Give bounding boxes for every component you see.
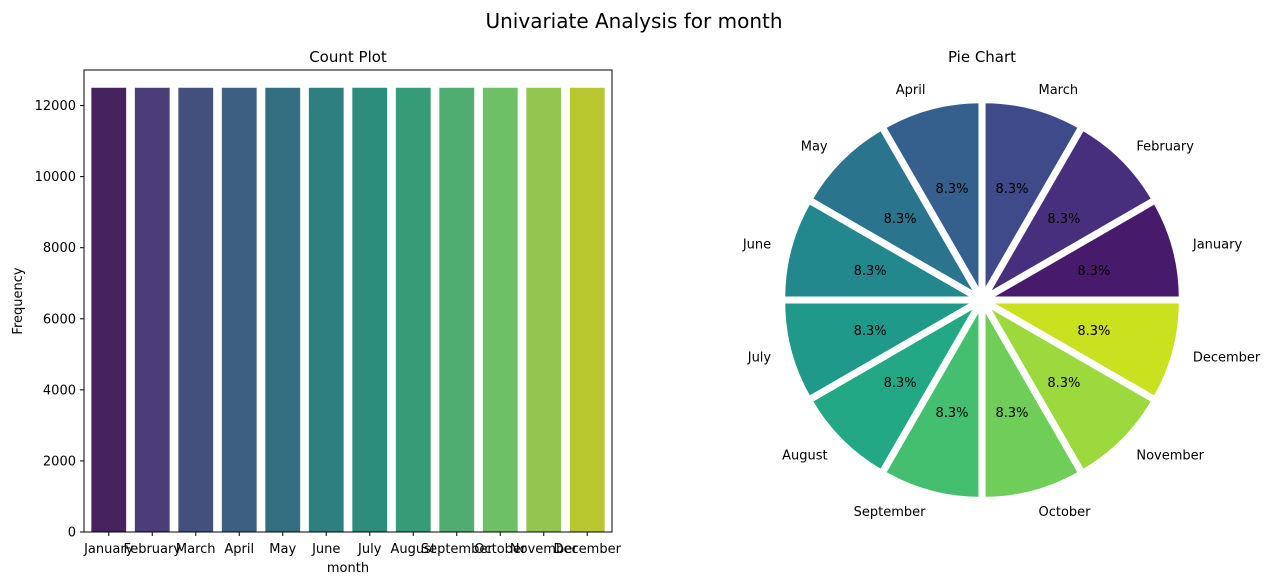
bar-july bbox=[352, 87, 388, 533]
x-tick-label: June bbox=[311, 542, 340, 557]
y-tick-label: 0 bbox=[68, 526, 76, 541]
slice-percent-label: 8.3% bbox=[1047, 212, 1080, 227]
slice-december bbox=[980, 299, 1183, 401]
slice-category-label: May bbox=[801, 140, 828, 155]
bar-september bbox=[439, 87, 475, 533]
x-tick-label: September bbox=[421, 542, 494, 557]
y-axis-ticks: 0 2000 4000 6000 8000 10000 12000 bbox=[35, 99, 84, 541]
bar-may bbox=[265, 87, 301, 533]
x-tick-label: October bbox=[474, 542, 527, 557]
plot-frame bbox=[83, 69, 613, 533]
slice-june bbox=[781, 199, 984, 301]
slice-category-label: October bbox=[1039, 505, 1092, 520]
pie-chart-panel: Pie Chart 8.3% January 8.3% February 8.3% Mar… bbox=[742, 48, 1261, 520]
count-plot-panel: Count Plot 0 2000 4000 6000 8000 10000 12000 J… bbox=[11, 48, 622, 576]
slice-percent-label: 8.3% bbox=[995, 182, 1028, 197]
count-plot-title: Count Plot bbox=[309, 48, 387, 66]
x-tick-label: December bbox=[554, 542, 622, 557]
slice-july bbox=[781, 299, 984, 401]
bar-august bbox=[395, 87, 431, 533]
x-tick-label: November bbox=[510, 542, 578, 557]
bar-january bbox=[91, 87, 127, 533]
x-tick-label: April bbox=[224, 542, 254, 557]
slice-march bbox=[981, 99, 1083, 302]
y-tick-label: 8000 bbox=[43, 241, 76, 256]
x-tick-label: January bbox=[83, 542, 134, 557]
figure-title: Univariate Analysis for month bbox=[485, 9, 782, 33]
slice-category-label: April bbox=[896, 83, 926, 98]
x-tick-label: August bbox=[391, 542, 437, 557]
slice-category-label: June bbox=[742, 238, 771, 253]
bar-december bbox=[569, 87, 605, 533]
slice-category-label: November bbox=[1136, 448, 1204, 463]
bar-march bbox=[178, 87, 214, 533]
bar-february bbox=[134, 87, 170, 533]
bar-april bbox=[221, 87, 257, 533]
slice-february bbox=[980, 125, 1157, 302]
slice-percent-label: 8.3% bbox=[936, 182, 969, 197]
slice-percent-label: 8.3% bbox=[884, 376, 917, 391]
x-tick-label: July bbox=[357, 542, 382, 557]
slice-percent-label: 8.3% bbox=[854, 264, 887, 279]
slice-percent-label: 8.3% bbox=[995, 406, 1028, 421]
slice-percent-label: 8.3% bbox=[854, 324, 887, 339]
pie-chart-title: Pie Chart bbox=[948, 48, 1016, 66]
slice-percent-label: 8.3% bbox=[1077, 264, 1110, 279]
y-tick-label: 10000 bbox=[35, 170, 76, 185]
slice-april bbox=[881, 99, 983, 302]
x-axis-label: month bbox=[327, 561, 369, 576]
slice-percent-label: 8.3% bbox=[1077, 324, 1110, 339]
bar-june bbox=[308, 87, 344, 533]
pie-slices bbox=[781, 99, 1183, 501]
slice-percent-label: 8.3% bbox=[884, 212, 917, 227]
y-tick-label: 12000 bbox=[35, 99, 76, 114]
x-tick-label: May bbox=[269, 542, 296, 557]
slice-percent-label: 8.3% bbox=[936, 406, 969, 421]
x-tick-label: February bbox=[123, 542, 181, 557]
y-tick-label: 6000 bbox=[43, 312, 76, 327]
slice-august bbox=[807, 298, 984, 475]
slice-category-label: January bbox=[1192, 238, 1243, 253]
slice-category-label: February bbox=[1136, 140, 1194, 155]
x-tick-label: March bbox=[176, 542, 216, 557]
bar-series bbox=[91, 87, 605, 533]
pie-labels: 8.3% January 8.3% February 8.3% March 8.3% Apri… bbox=[742, 83, 1261, 520]
slice-percent-label: 8.3% bbox=[1047, 376, 1080, 391]
slice-category-label: March bbox=[1039, 83, 1079, 98]
y-tick-label: 4000 bbox=[43, 383, 76, 398]
bar-november bbox=[526, 87, 562, 533]
y-axis-label: Frequency bbox=[11, 267, 26, 334]
slice-january bbox=[980, 199, 1183, 301]
slice-may bbox=[807, 125, 984, 302]
slice-november bbox=[980, 298, 1157, 475]
slice-october bbox=[981, 298, 1083, 501]
slice-category-label: September bbox=[854, 505, 927, 520]
slice-september bbox=[881, 298, 983, 501]
slice-category-label: December bbox=[1193, 351, 1261, 366]
bar-october bbox=[482, 87, 518, 533]
slice-category-label: July bbox=[747, 351, 772, 366]
y-tick-label: 2000 bbox=[43, 454, 76, 469]
slice-category-label: August bbox=[782, 448, 828, 463]
